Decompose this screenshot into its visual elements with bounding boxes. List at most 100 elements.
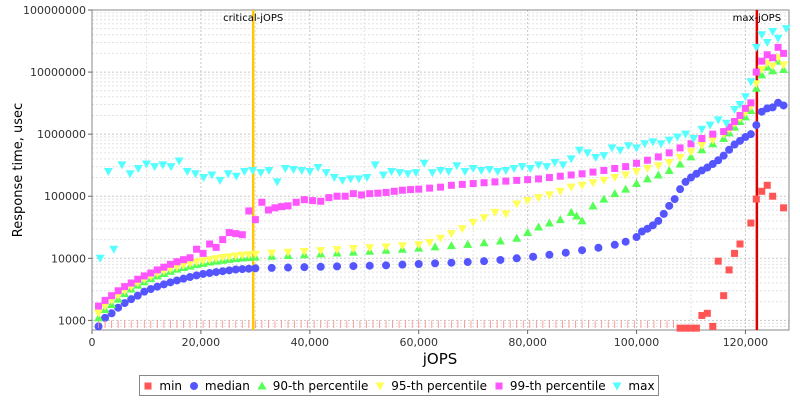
data-point [479,238,489,247]
data-point [577,181,587,190]
data-point [599,176,609,185]
data-point [610,174,620,183]
data-point [95,254,105,263]
data-point [501,166,511,175]
data-point [300,263,309,272]
data-point [94,309,104,318]
data-point [751,43,761,52]
data-point [719,151,728,160]
data-point [100,302,110,311]
legend-item: 90-th percentile [257,379,368,393]
data-point [779,61,789,70]
data-point [140,272,148,280]
data-point [329,174,339,183]
data-point [225,266,234,275]
data-point [736,240,744,248]
data-point [190,170,200,179]
data-point [735,101,745,110]
data-point [198,257,208,266]
data-point [446,241,456,250]
data-point [232,230,240,238]
data-point [140,287,149,296]
data-point [640,140,650,149]
legend-marker [257,381,267,389]
data-point [231,172,241,181]
data-point [703,309,711,317]
series-4 [95,43,788,310]
legend-item: 99-th percentile [494,379,606,393]
y-tick-label: 1000000 [37,128,86,141]
data-point [648,138,658,147]
data-point [763,51,771,59]
data-point [708,136,718,145]
data-point [403,170,413,179]
legend-label: median [204,378,250,393]
data-point [245,207,253,215]
series-5 [95,25,791,263]
data-point [493,168,503,177]
data-point [415,185,423,193]
data-point [642,174,652,183]
data-point [212,268,221,277]
data-point [512,254,521,263]
data-point [591,154,601,163]
data-point [757,70,767,79]
data-point [600,166,608,174]
data-point [544,191,554,200]
data-point [621,237,630,246]
data-point [251,264,260,273]
data-point [284,202,292,210]
y-tick-label: 100000000 [23,4,86,17]
data-point [698,135,706,143]
data-point [463,258,472,267]
data-point [675,159,685,168]
data-point [681,130,691,139]
data-point [160,263,168,271]
data-point [297,166,307,175]
data-point [366,190,374,198]
data-point [386,168,396,177]
data-point [337,176,347,185]
data-point [179,274,188,283]
data-point [425,238,435,247]
x-tick-label: 40,000 [291,336,330,349]
data-point [594,243,603,252]
series-2 [94,56,789,322]
data-point [599,152,609,161]
data-point [653,162,663,171]
data-point [436,166,445,175]
data-point [224,253,234,262]
legend-item: 95-th percentile [375,379,487,393]
data-point [468,218,478,227]
data-point [642,164,652,173]
data-point [398,260,407,269]
data-point [758,187,766,195]
data-point [426,184,434,192]
data-point [672,133,682,142]
data-point [305,168,315,177]
data-point [648,221,657,230]
data-point [686,148,696,157]
data-point [382,188,390,196]
data-point [333,262,342,271]
data-point [309,197,317,205]
data-point [697,141,707,150]
data-point [720,128,728,136]
data-point [725,145,734,154]
vline-label: max-jOPS [733,13,781,24]
data-point [365,261,374,270]
data-point [158,161,168,170]
data-point [725,123,733,131]
data-point [757,66,767,75]
data-point [752,195,760,203]
data-point [114,303,123,312]
data-point [676,324,684,332]
data-point [599,194,609,203]
data-point [317,197,325,205]
x-axis-title: jOPS [422,350,458,368]
vline-label: critical-jOPS [223,13,283,24]
data-point [199,174,209,183]
data-point [205,268,214,277]
data-point [561,248,570,257]
data-point [490,208,500,217]
